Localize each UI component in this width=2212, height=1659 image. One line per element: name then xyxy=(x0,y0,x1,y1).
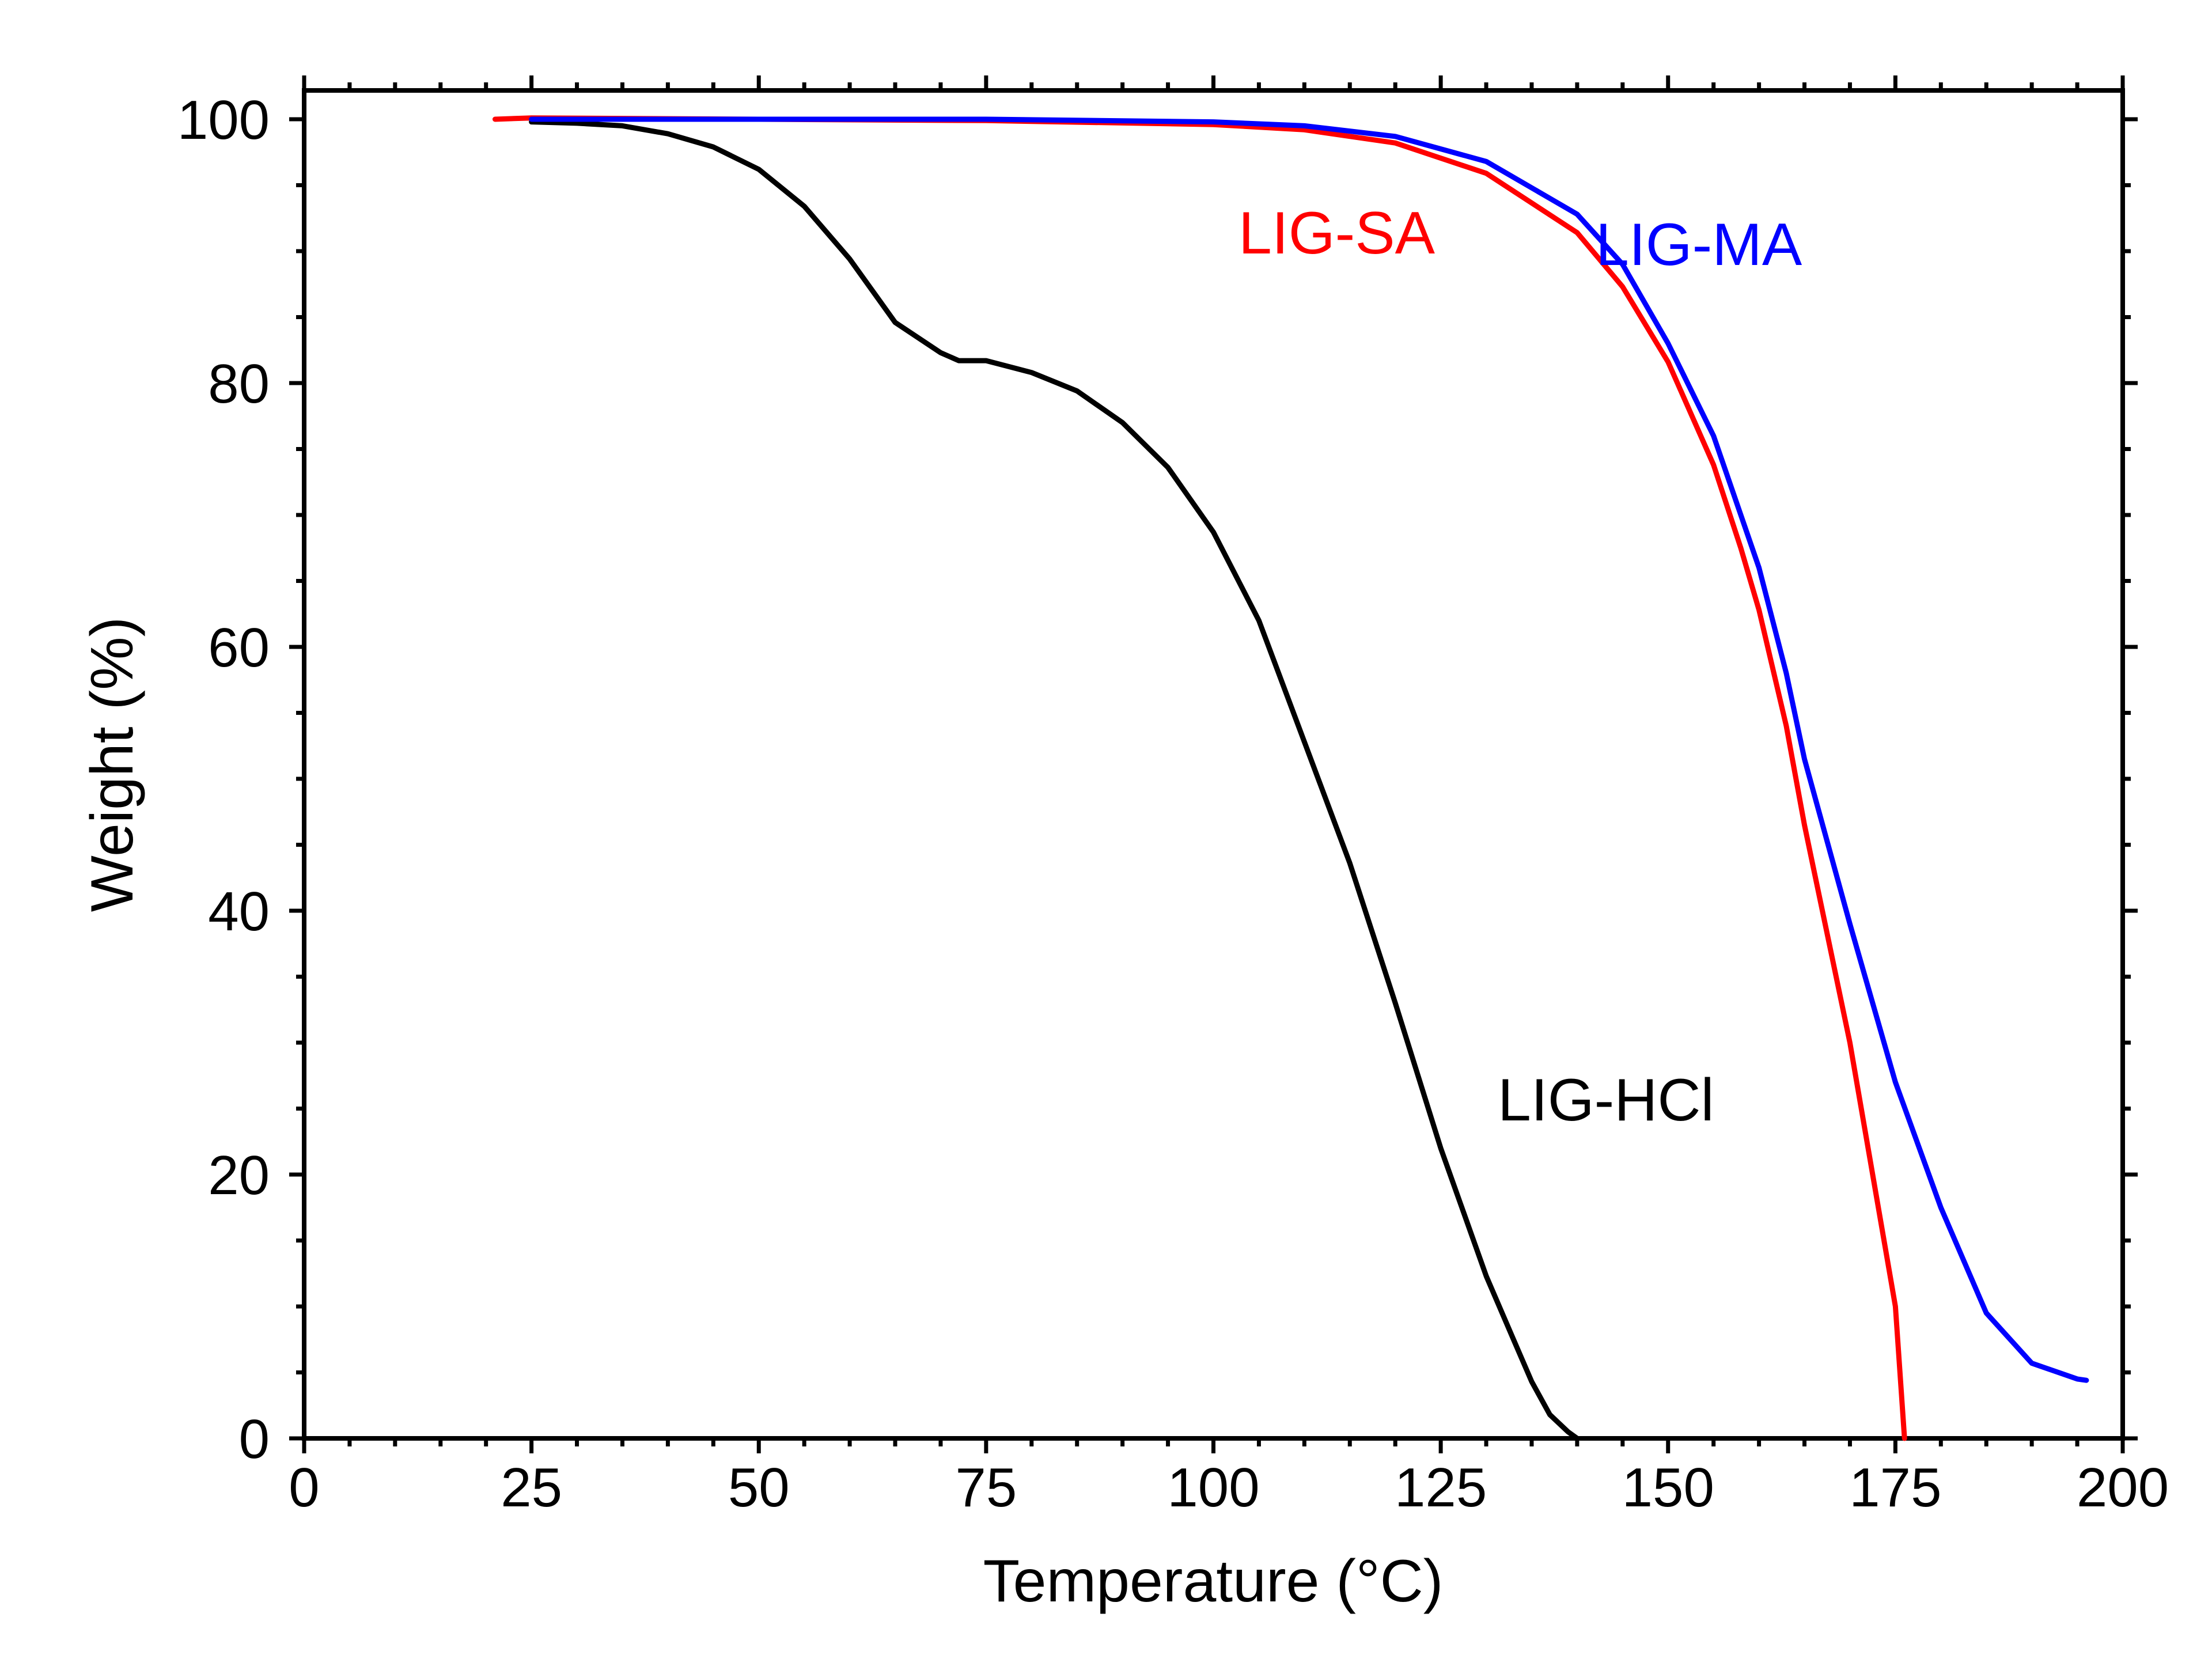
series-label-lig-sa: LIG-SA xyxy=(1238,200,1435,267)
tick-labels: 0 25 50 75 100 125 150 175 200 0 20 40 60 80 100 xyxy=(177,89,2169,1518)
series-label-lig-ma: LIG-MA xyxy=(1596,211,1802,278)
axis-ticks xyxy=(289,75,2138,1453)
x-tick-label: 100 xyxy=(1167,1457,1259,1518)
y-tick-label: 0 xyxy=(239,1408,270,1470)
series-label-lig-hcl: LIG-HCl xyxy=(1498,1067,1714,1134)
series-line-lig-ma xyxy=(529,116,2089,1383)
x-tick-label: 25 xyxy=(501,1457,562,1518)
x-tick-label: 75 xyxy=(955,1457,1017,1518)
x-tick-label: 200 xyxy=(2077,1457,2169,1518)
plot-frame xyxy=(302,88,2125,1441)
series-line-lig-hcl xyxy=(529,119,1580,1441)
x-tick-label: 125 xyxy=(1395,1457,1487,1518)
x-tick-label: 0 xyxy=(289,1457,319,1518)
y-tick-label: 100 xyxy=(177,89,270,151)
x-tick-label: 150 xyxy=(1622,1457,1714,1518)
series-line-lig-sa xyxy=(493,115,1907,1441)
series-lines xyxy=(493,115,2089,1441)
y-axis-title: Weight (%) xyxy=(79,617,146,912)
x-tick-label: 175 xyxy=(1849,1457,1941,1518)
x-tick-label: 50 xyxy=(728,1457,790,1518)
y-tick-label: 40 xyxy=(208,881,270,942)
y-tick-label: 20 xyxy=(208,1145,270,1206)
y-tick-label: 60 xyxy=(208,617,270,679)
y-tick-label: 80 xyxy=(208,353,270,415)
x-axis-title: Temperature (°C) xyxy=(983,1548,1444,1615)
